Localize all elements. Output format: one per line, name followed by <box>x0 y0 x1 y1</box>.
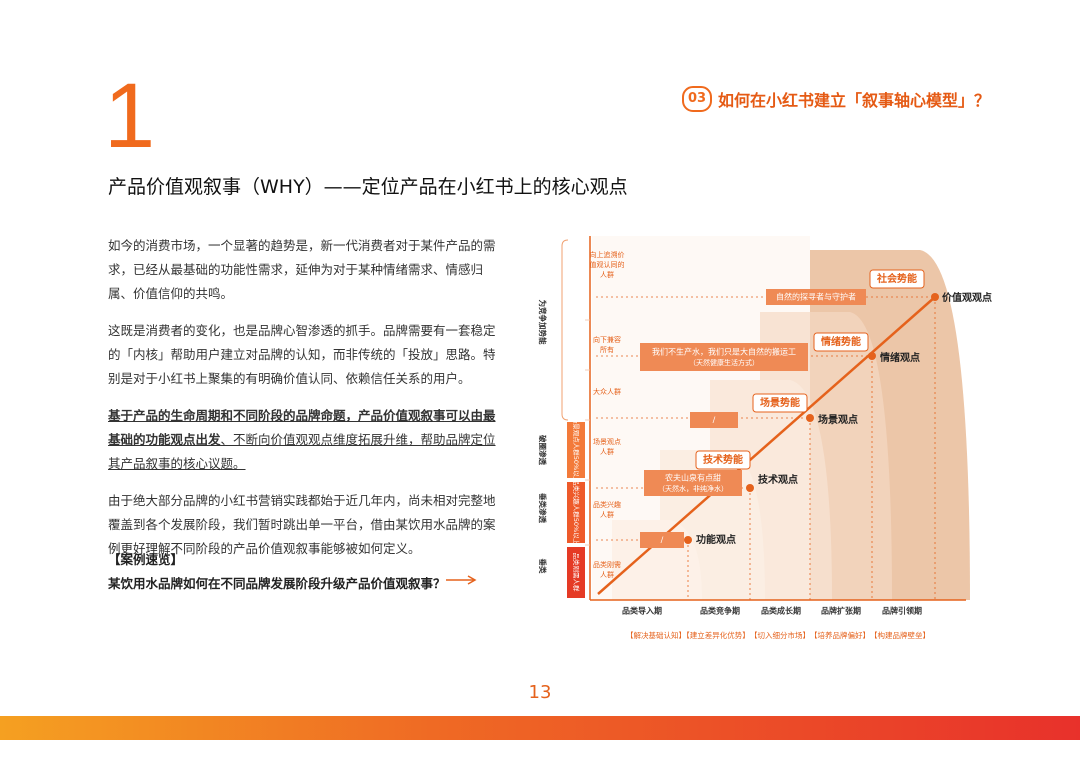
point-label: 功能观点 <box>696 533 736 546</box>
paragraph: 基于产品的生命周期和不同阶段的品牌命题，产品价值观叙事可以由最基础的功能观点出发… <box>108 404 503 476</box>
audience: 品类刚需人群 <box>593 561 621 579</box>
audience: 大众人群 <box>593 387 621 396</box>
tag: 社会势能 <box>876 272 917 285</box>
page-title: 产品价值观叙事（WHY）——定位产品在小红书上的核心观点 <box>108 176 628 198</box>
audience-wrap: 向下兼容所有 <box>593 336 621 354</box>
paragraph: 由于绝大部分品牌的小红书营销实践都始于近几年内，尚未相对完整地覆盖到各个发展阶段… <box>108 493 496 556</box>
tag-box <box>752 393 808 413</box>
section-header: 03 如何在小红书建立「叙事轴心模型」？ <box>682 86 990 112</box>
tag-box <box>695 450 751 470</box>
tag: 技术势能 <box>703 453 743 466</box>
side-label: 垂类渗透 <box>538 493 548 523</box>
audience-wrap: 品类刚需人群 <box>593 561 621 579</box>
point-label: 场景观点 <box>818 413 858 426</box>
stage-goal: 【构建品牌壁垒】 <box>870 630 930 640</box>
case: 【案例速览】 某饮用水品牌如何在不同品牌发展阶段升级产品价值观叙事？ <box>108 548 446 596</box>
paragraph: 如今的消费市场，一个显著的趋势是，新一代消费者对于某件产品的需求，已经从最基础的… <box>108 238 496 301</box>
section-number: 1 <box>104 65 156 167</box>
audience-wrap: 场景观点人群 <box>593 438 621 456</box>
point-label: 情绪观点 <box>880 351 920 364</box>
audience: 向上追溯价值观认同的人群 <box>589 251 625 279</box>
box-label: 品类兴趣人群50%以上 <box>572 479 581 546</box>
stage: 品牌扩张期 <box>821 606 861 616</box>
quote-box <box>640 532 684 548</box>
guides <box>596 296 936 600</box>
bold-text: 基于产品的生命周期和不同阶段的品牌命题，产品价值观叙事可以由最基础的功能观点出发 <box>108 408 496 447</box>
arrow-head <box>467 575 477 585</box>
page-number: 13 <box>528 682 552 703</box>
quote-box <box>640 343 808 371</box>
stage: 品牌引领期 <box>882 606 922 616</box>
stage-goal: 【建立差异化优势】 <box>682 630 750 640</box>
side-label: 为竞争加势能 <box>538 300 548 345</box>
quote-sub: （天然水，非纯净水） <box>658 484 728 493</box>
fan <box>760 312 892 600</box>
audience-wrap: 向上追溯价值观认同的人群 <box>589 251 625 279</box>
audience-wrap: 品类兴趣人群 <box>593 501 621 519</box>
quote-box <box>690 412 738 428</box>
box-label: 场景观点人群50%以上 <box>572 417 581 484</box>
paragraph: 这既是消费者的变化，也是品牌心智渗透的抓手。品牌需要有一套稳定的「内核」帮助用户… <box>108 323 496 386</box>
quote: 自然的探寻者与守护者 <box>776 292 856 302</box>
audience: 向下兼容所有 <box>593 336 621 354</box>
tag: 场景势能 <box>760 396 800 409</box>
stage: 品类导入期 <box>622 606 662 616</box>
audience-box <box>567 482 585 543</box>
row-lines <box>585 319 590 546</box>
point-label: 价值观观点 <box>942 291 992 304</box>
stage: 品类成长期 <box>761 606 801 616</box>
section-num: 03 <box>682 86 712 112</box>
audience: 品类兴趣人群 <box>593 501 621 519</box>
case-text: 某饮用水品牌如何在不同品牌发展阶段升级产品价值观叙事？ <box>108 576 446 591</box>
box-label: 品类刚需人群 <box>572 553 581 593</box>
tag-box <box>869 269 925 289</box>
quote: / <box>661 536 664 545</box>
quote-box <box>766 289 866 305</box>
quote: 农夫山泉有点甜 <box>665 473 721 483</box>
panel <box>592 236 810 600</box>
fan <box>612 520 702 600</box>
stage-goal: 【培养品牌偏好】 <box>810 630 870 640</box>
fan <box>660 450 765 600</box>
quote-sub: （天然健康生活方式） <box>689 358 759 367</box>
audience-box <box>567 547 585 598</box>
stage-goal: 【切入细分市场】 <box>750 630 810 640</box>
quote: 我们不生产水，我们只是大自然的搬运工 <box>652 347 796 357</box>
audience: 场景观点人群 <box>593 438 621 456</box>
body-text: 如今的消费市场，一个显著的趋势是，新一代消费者对于某件产品的需求，已经从最基础的… <box>108 234 503 574</box>
fan <box>810 250 970 600</box>
trend-line <box>597 296 936 595</box>
bracket <box>561 239 569 421</box>
text: 、不断向价值观观点维度拓展升维，帮助品牌定位其产品叙事的核心议题。 <box>108 432 496 471</box>
points <box>684 293 939 544</box>
side-label: 垂类 <box>538 559 548 574</box>
fan <box>710 380 832 600</box>
stage-goal: 【解决基础认知】 <box>626 630 686 640</box>
point-label: 技术观点 <box>758 473 798 486</box>
section-title: 如何在小红书建立「叙事轴心模型」？ <box>718 91 991 110</box>
tag: 情绪势能 <box>821 335 861 348</box>
quote: / <box>713 416 716 425</box>
case-label: 【案例速览】 <box>108 552 184 567</box>
audience-box <box>567 422 585 478</box>
quote-box <box>644 470 742 496</box>
side-label: 破圈渗透 <box>538 435 548 465</box>
stage: 品类竞争期 <box>700 606 740 616</box>
footer-bar <box>0 716 1080 740</box>
tag-box <box>813 332 869 352</box>
